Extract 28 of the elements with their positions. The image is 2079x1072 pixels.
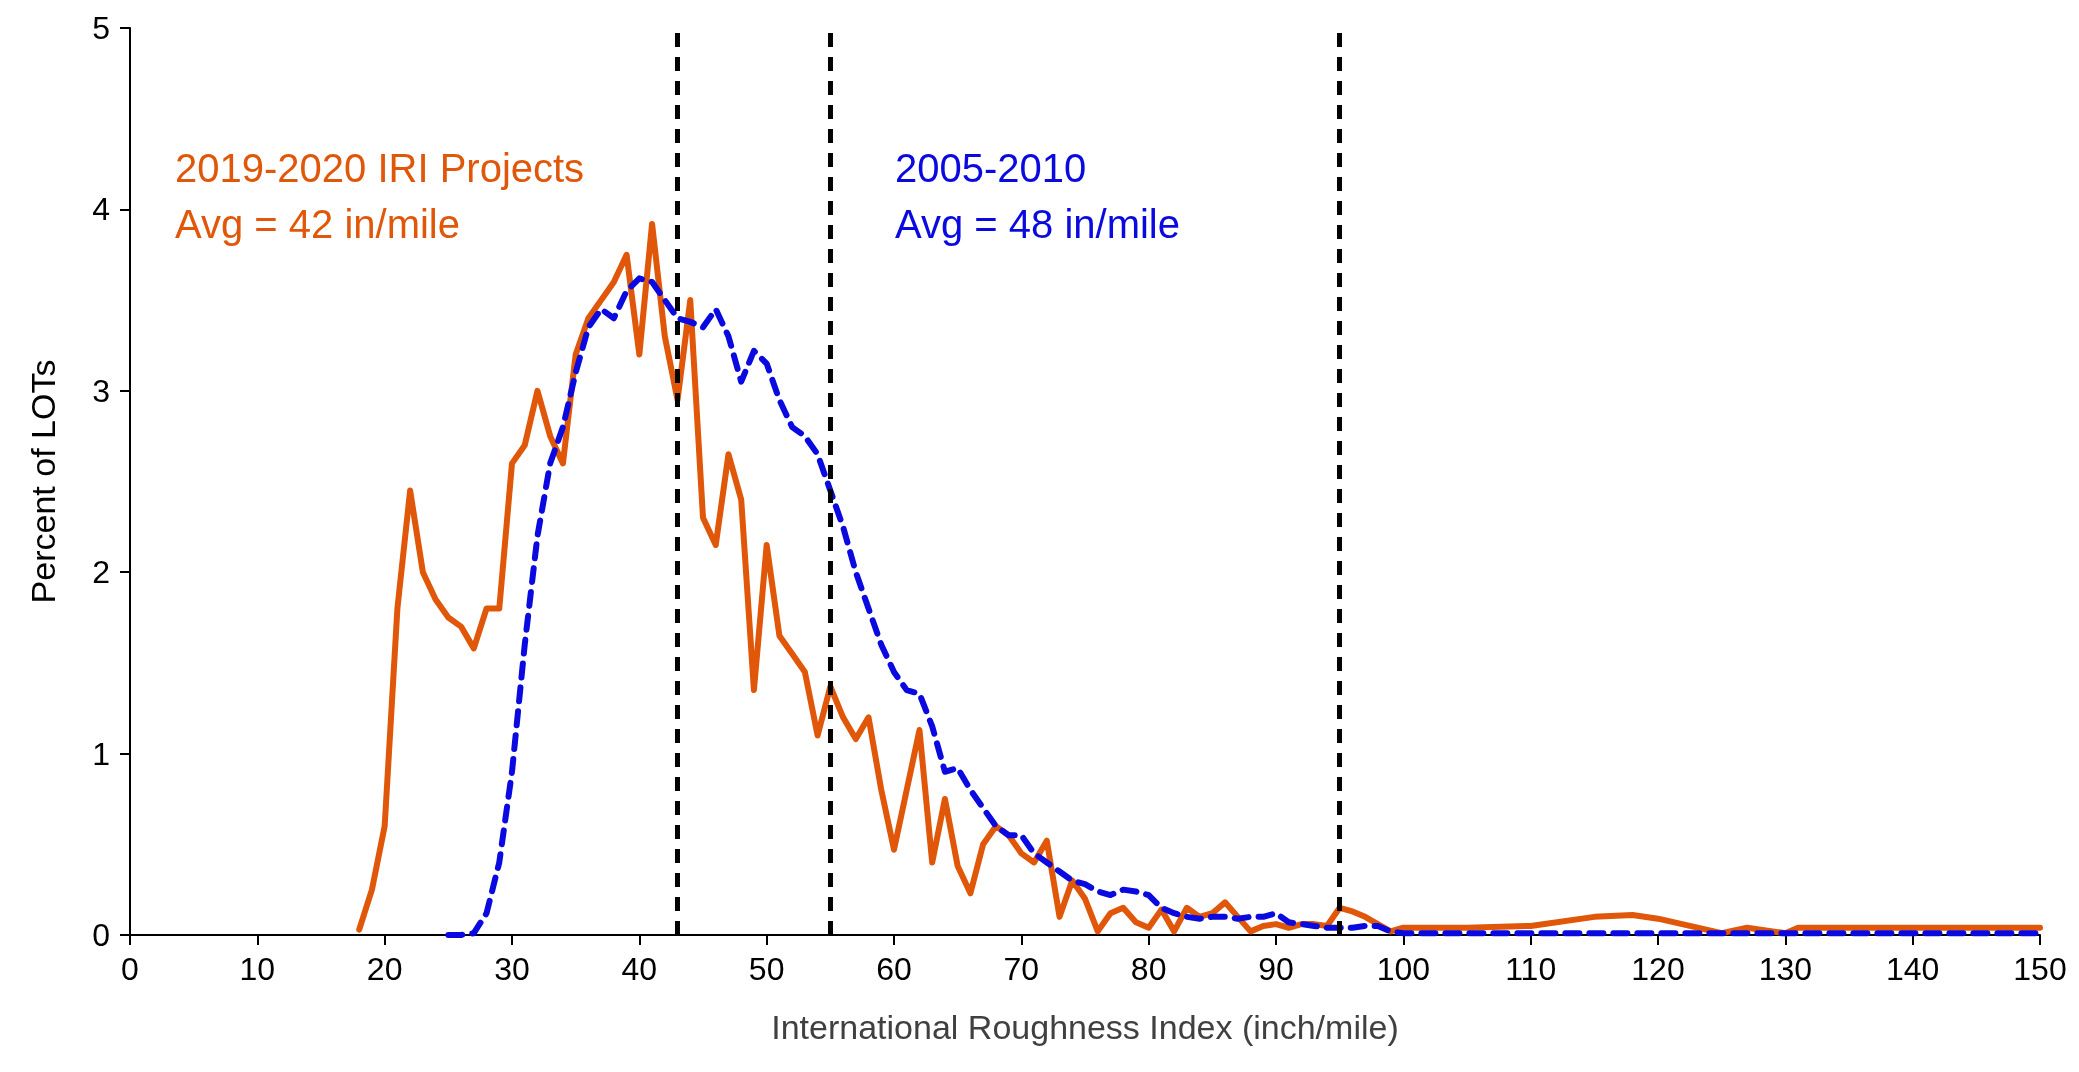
y-tick-label: 5 — [92, 10, 110, 46]
y-tick-label: 4 — [92, 191, 110, 228]
y-tick-label: 3 — [92, 372, 110, 409]
x-tick-label: 150 — [2013, 951, 2067, 987]
x-tick-label: 10 — [239, 951, 276, 987]
y-tick-label: 1 — [92, 735, 110, 772]
y-tick-label: 2 — [92, 554, 110, 591]
x-tick-label: 120 — [1631, 951, 1685, 987]
x-tick-label: 60 — [876, 951, 912, 987]
x-tick-label: 0 — [121, 951, 139, 987]
x-tick-label: 70 — [1003, 951, 1040, 987]
x-tick-label: 50 — [748, 951, 785, 987]
x-tick-label: 110 — [1505, 951, 1557, 987]
x-tick-label: 40 — [621, 951, 658, 987]
x-tick-label: 130 — [1758, 951, 1813, 987]
x-tick-label: 20 — [366, 951, 403, 987]
x-tick-label: 90 — [1258, 951, 1294, 987]
annotation: Avg = 48 in/mile — [895, 202, 1180, 246]
x-tick-label: 140 — [1885, 951, 1940, 987]
y-axis-title: Percent of LOTs — [24, 359, 62, 604]
series-label: 2019-2020 IRI Projects — [175, 146, 585, 190]
text: 2005-2010 — [895, 146, 1087, 190]
annotation: Avg = 42 in/mile — [175, 202, 460, 246]
x-tick-label: 100 — [1376, 951, 1431, 987]
x-axis-title: International Roughness Index (inch/mile) — [771, 1008, 1399, 1046]
x-tick-label: 30 — [494, 951, 530, 987]
x-tick-label: 80 — [1130, 951, 1167, 987]
y-tick-label: 0 — [92, 917, 110, 953]
